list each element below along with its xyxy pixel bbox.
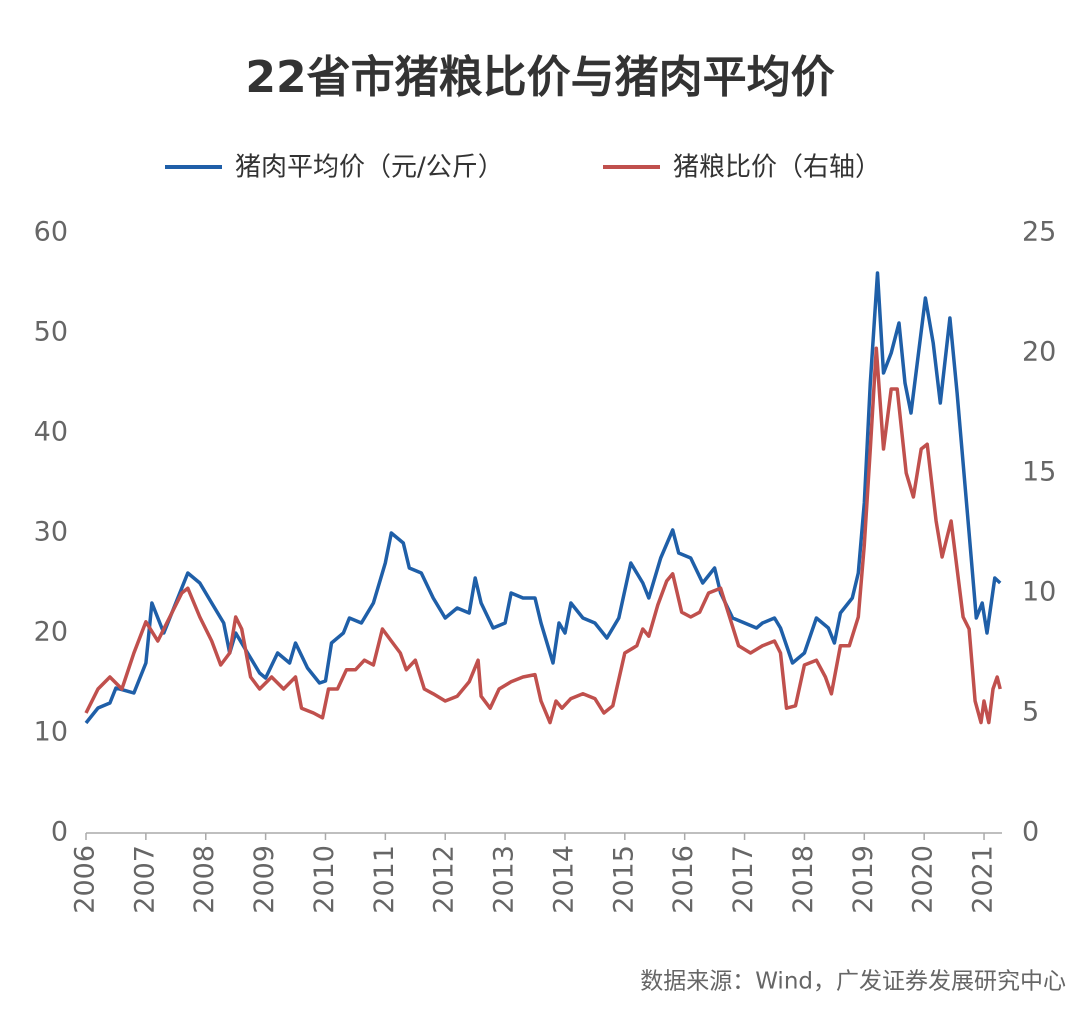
series-line	[84, 271, 1002, 725]
x-tick-label: 2012	[429, 845, 460, 914]
y-tick-label: 20	[34, 617, 68, 648]
y2-tick-label: 10	[1022, 577, 1056, 608]
y-tick-label: 0	[51, 817, 68, 848]
y2-tick-label: 5	[1022, 697, 1039, 728]
y2-tick-label: 0	[1022, 817, 1039, 848]
source-note: 数据来源：Wind，广发证券发展研究中心	[640, 969, 1066, 995]
x-tick-label: 2018	[788, 845, 819, 914]
x-tick-label: 2006	[70, 845, 101, 914]
y-tick-label: 40	[34, 417, 68, 448]
y-tick-label: 60	[34, 217, 68, 248]
x-tick-label: 2013	[489, 845, 520, 914]
x-tick-label: 2010	[309, 845, 340, 914]
y2-tick-label: 20	[1022, 337, 1056, 368]
legend-label: 猪粮比价（右轴）	[673, 153, 881, 183]
x-tick-label: 2019	[848, 845, 879, 914]
chart-title: 22省市猪粮比价与猪肉平均价	[245, 52, 834, 103]
y2-tick-label: 15	[1022, 457, 1056, 488]
y2-tick-label: 25	[1022, 217, 1056, 248]
x-tick-label: 2007	[129, 845, 160, 914]
x-tick-label: 2020	[908, 845, 939, 914]
x-tick-label: 2009	[249, 845, 280, 914]
y-tick-label: 50	[34, 317, 68, 348]
y-tick-label: 30	[34, 517, 68, 548]
x-tick-label: 2021	[968, 845, 999, 914]
x-tick-label: 2015	[608, 845, 639, 914]
x-tick-label: 2008	[189, 845, 220, 914]
legend-label: 猪肉平均价（元/公斤）	[235, 153, 504, 183]
x-tick-label: 2017	[728, 845, 759, 914]
x-tick-label: 2014	[548, 845, 579, 914]
series-line	[84, 346, 1002, 725]
x-tick-label: 2011	[369, 845, 400, 914]
x-tick-label: 2016	[668, 845, 699, 914]
y-tick-label: 10	[34, 717, 68, 748]
